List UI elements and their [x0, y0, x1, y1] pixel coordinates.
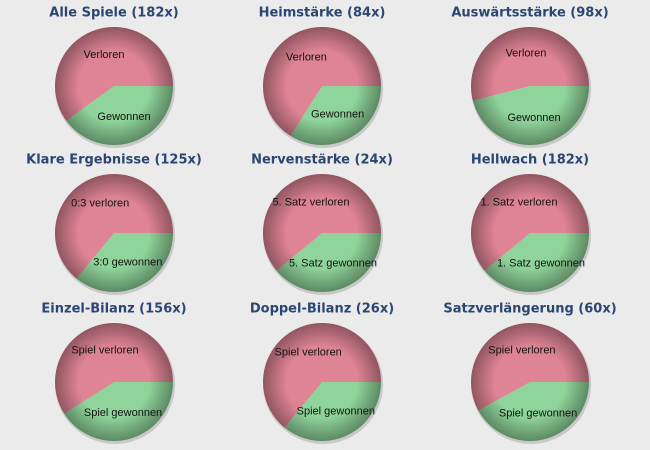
slice-label: 1. Satz verloren: [480, 196, 557, 208]
chart-title: Auswärtsstärke (98x): [451, 6, 608, 21]
pie-shade: [55, 27, 173, 145]
slice-label: Verloren: [505, 48, 546, 60]
pie-shade: [263, 323, 381, 441]
chart-title: Satzverlängerung (60x): [443, 302, 616, 317]
pie-shade: [471, 174, 589, 292]
slice-label: Spiel verloren: [71, 345, 138, 357]
slice-label: Spiel verloren: [488, 344, 555, 356]
chart-title: Hellwach (182x): [471, 153, 589, 168]
chart-title: Nervenstärke (24x): [251, 153, 393, 168]
slice-label: Gewonnen: [311, 108, 364, 120]
pie-shade: [471, 27, 589, 145]
slice-label: Spiel gewonnen: [499, 407, 577, 419]
pie-shade: [55, 323, 173, 441]
chart-title: Klare Ergebnisse (125x): [26, 153, 202, 168]
pie-shade: [471, 323, 589, 441]
slice-label: Spiel verloren: [275, 347, 342, 359]
chart-title: Alle Spiele (182x): [49, 6, 178, 21]
pie-shade: [55, 174, 173, 292]
slice-label: 5. Satz verloren: [272, 196, 349, 208]
slice-label: 0:3 verloren: [71, 198, 129, 210]
slice-label: 3:0 gewonnen: [93, 256, 162, 268]
chart-title: Doppel-Bilanz (26x): [250, 302, 394, 317]
pie-shade: [263, 27, 381, 145]
slice-label: Gewonnen: [97, 111, 150, 123]
slice-label: Gewonnen: [507, 112, 560, 124]
slice-label: Spiel gewonnen: [297, 405, 375, 417]
slice-label: Verloren: [286, 51, 327, 63]
slice-label: Verloren: [83, 49, 124, 61]
slice-label: 1. Satz gewonnen: [497, 257, 585, 269]
chart-title: Einzel-Bilanz (156x): [41, 302, 186, 317]
pie-shade: [263, 174, 381, 292]
slice-label: Spiel gewonnen: [84, 407, 162, 419]
slice-label: 5. Satz gewonnen: [289, 257, 377, 269]
chart-title: Heimstärke (84x): [259, 6, 386, 21]
